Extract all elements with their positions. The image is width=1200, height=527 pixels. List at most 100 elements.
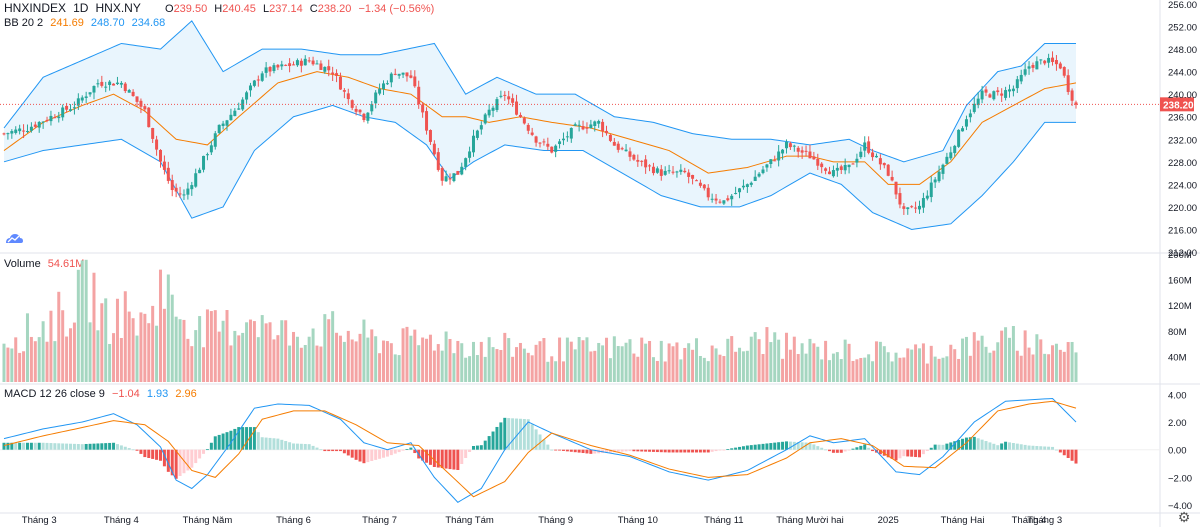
volume-name[interactable]: Volume: [4, 258, 41, 270]
macd-histogram-bar: [460, 449, 464, 464]
candle-body: [1000, 93, 1004, 96]
macd-histogram-bar: [878, 449, 882, 455]
volume-bar: [385, 341, 389, 382]
volume-bar: [448, 338, 452, 382]
macd-histogram-bar: [479, 445, 483, 450]
macd-histogram-bar: [972, 436, 976, 450]
time-axis-tick: Tháng Hai: [941, 515, 985, 526]
volume-bar: [894, 352, 898, 382]
macd-histogram-bar: [569, 449, 573, 452]
candle-body: [151, 127, 155, 139]
candle-body: [718, 201, 722, 203]
macd-histogram-bar: [605, 449, 609, 453]
volume-bar: [605, 337, 609, 382]
candle-body: [636, 159, 640, 162]
candle-body: [976, 98, 980, 106]
macd-histogram-bar: [530, 424, 534, 450]
bb-name[interactable]: BB 20 2: [4, 17, 44, 29]
candle-body: [127, 90, 131, 93]
candle-body: [362, 113, 366, 121]
volume-bar: [996, 342, 1000, 382]
volume-bar: [100, 303, 104, 382]
macd-histogram-bar: [738, 446, 742, 450]
candle-body: [45, 119, 49, 121]
macd-histogram-bar: [835, 449, 839, 453]
volume-bar: [166, 274, 170, 382]
volume-bar: [831, 353, 835, 382]
volume-bar: [53, 341, 57, 382]
candle-body: [710, 198, 714, 200]
candle-body: [918, 205, 922, 210]
volume-bar: [158, 269, 162, 382]
volume-bar: [29, 336, 33, 382]
candle-body: [538, 142, 542, 144]
volume-bar: [1027, 347, 1031, 382]
candle-body: [1023, 69, 1027, 75]
candle-body: [245, 92, 249, 100]
price-axis-tick: 220.00: [1168, 203, 1197, 214]
macd-histogram-bar: [280, 439, 284, 450]
volume-bar: [190, 346, 194, 382]
volume-legend[interactable]: Volume 54.61M: [4, 258, 88, 270]
volume-bar: [245, 322, 249, 382]
volume-bar: [718, 354, 722, 382]
macd-name[interactable]: MACD 12 26 close 9: [4, 388, 105, 400]
macd-histogram-bar: [1062, 449, 1066, 456]
macd-histogram-bar: [456, 449, 460, 470]
bb-legend[interactable]: BB 20 2 241.69 248.70 234.68: [4, 17, 169, 29]
candle-body: [452, 173, 456, 182]
macd-histogram-bar: [683, 449, 687, 453]
macd-histogram-bar: [694, 449, 698, 453]
candle-body: [499, 95, 503, 97]
volume-bar: [440, 350, 444, 382]
tradingview-cloud-icon[interactable]: [4, 231, 24, 245]
symbol-name[interactable]: HNXINDEX: [4, 1, 67, 15]
macd-histogram-bar: [268, 437, 272, 450]
macd-histogram-bar: [436, 449, 440, 468]
candle-body: [33, 124, 37, 127]
volume-bar: [867, 354, 871, 382]
gear-icon[interactable]: ⚙: [1177, 510, 1191, 526]
symbol-legend[interactable]: HNXINDEX 1D HNX.NY: [4, 1, 145, 15]
candle-body: [374, 92, 378, 104]
macd-histogram-bar: [194, 449, 198, 464]
macd-histogram-bar: [1047, 446, 1051, 450]
candle-body: [569, 127, 573, 139]
volume-bar: [155, 325, 159, 382]
macd-legend[interactable]: MACD 12 26 close 9 −1.04 1.93 2.96: [4, 388, 201, 400]
volume-bar: [788, 349, 792, 382]
candle-body: [550, 146, 554, 153]
candle-body: [213, 133, 217, 147]
candle-body: [886, 164, 890, 176]
volume-bar: [988, 352, 992, 382]
volume-bar: [72, 322, 76, 382]
volume-bar: [229, 345, 233, 382]
volume-bar: [268, 322, 272, 382]
volume-bar: [1039, 339, 1043, 382]
volume-bar: [745, 350, 749, 382]
volume-bar: [683, 347, 687, 382]
candle-body: [49, 115, 53, 122]
candle-body: [10, 131, 14, 134]
candle-body: [25, 130, 29, 132]
interval-label[interactable]: 1D: [73, 1, 89, 15]
macd-histogram-bar: [178, 449, 182, 476]
candle-body: [178, 193, 182, 195]
candle-body: [22, 130, 26, 132]
macd-histogram-bar: [370, 449, 374, 461]
macd-histogram-bar: [338, 449, 342, 452]
close-value: 238.20: [317, 3, 352, 15]
macd-histogram-bar: [1000, 443, 1004, 450]
volume-bar: [370, 329, 374, 382]
time-axis-tick: Tháng 9: [538, 515, 573, 526]
candle-body: [992, 91, 996, 100]
candle-body: [1062, 67, 1066, 76]
volume-bar: [784, 332, 788, 382]
time-axis-tick: Tháng 6: [276, 515, 311, 526]
candle-body: [112, 83, 116, 86]
macd-histogram-bar: [984, 441, 988, 450]
macd-histogram-bar: [135, 449, 139, 451]
candle-body: [378, 88, 382, 94]
candle-body: [843, 164, 847, 171]
